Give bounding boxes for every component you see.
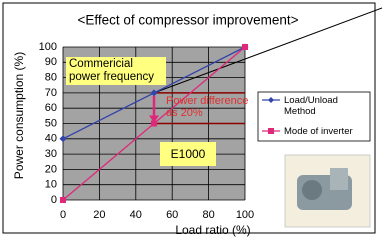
legend-text: Load/Unload [284, 95, 338, 106]
x-tick-label: 80 [202, 209, 214, 221]
y-tick-label: 40 [45, 133, 57, 145]
chart-title: <Effect of compressor improvement> [77, 13, 298, 28]
y-tick-label: 90 [45, 56, 57, 68]
y-tick-label: 0 [51, 194, 57, 206]
annotation-text: Power difference [166, 95, 248, 107]
y-tick-label: 50 [45, 117, 57, 129]
y-tick-label: 20 [45, 163, 57, 175]
page: {"chart_data": {"type": "line", "title":… [0, 0, 385, 246]
y-tick-label: 80 [45, 72, 57, 84]
y-tick-label: 70 [45, 87, 57, 99]
x-tick-label: 100 [236, 209, 254, 221]
y-tick-label: 60 [45, 102, 57, 114]
annotation-text: power frequency [69, 71, 154, 83]
chart: <Effect of compressor improvement> Load … [0, 0, 385, 246]
legend-text: Mode of inverter [284, 126, 353, 137]
x-axis-label: Load ratio (%) [175, 223, 250, 237]
y-axis-label: Power consumption (%) [12, 52, 26, 179]
y-tick-label: 100 [39, 41, 57, 53]
x-tick-label: 40 [130, 209, 142, 221]
data-point [60, 197, 66, 203]
y-tick-label: 30 [45, 148, 57, 160]
legend-marker [268, 128, 274, 134]
legend-text: Method [284, 106, 316, 117]
annotation: E1000 [171, 147, 206, 161]
x-tick-label: 60 [166, 209, 178, 221]
x-tick-label: 0 [60, 209, 66, 221]
annotation-text: as 20% [166, 107, 203, 119]
x-tick-label: 20 [93, 209, 105, 221]
legend-label: Mode of inverter [284, 126, 353, 137]
compressor-image [285, 155, 370, 227]
data-point [242, 44, 248, 50]
y-tick-label: 10 [45, 179, 57, 191]
annotation-text: Commericial [69, 58, 133, 70]
